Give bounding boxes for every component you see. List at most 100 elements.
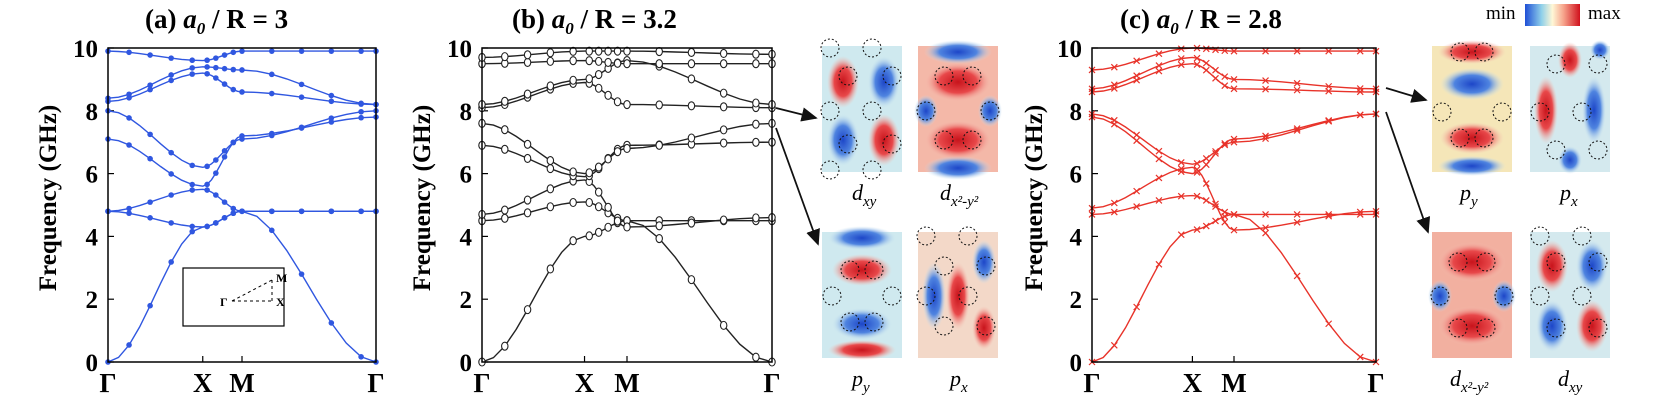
panel-c-data-point	[1230, 226, 1238, 234]
panel-b-data-point	[501, 144, 509, 154]
panel-b-data-point	[501, 96, 509, 106]
mode-image-c-dxy	[1530, 226, 1610, 358]
panel-b-data-point	[687, 47, 696, 57]
panel-a-band-line	[107, 110, 377, 169]
panel-c-x-tick-label: M	[1221, 368, 1246, 398]
panel-a-data-point	[126, 210, 132, 217]
panel-c-data-point	[1221, 82, 1229, 90]
mode-image-c-px	[1530, 40, 1610, 174]
mode-label-b-dx2y2: dx²-y²	[940, 180, 979, 210]
panel-b-data-point	[585, 46, 594, 56]
panel-c-data-point	[1155, 62, 1163, 69]
panel-a-data-point	[230, 49, 237, 56]
panel-a-data-point	[204, 187, 210, 193]
panel-c-data-point	[1230, 135, 1238, 143]
panel-b-data-point	[623, 143, 631, 154]
panel-a-data-point	[239, 67, 245, 73]
panel-c-data-point	[1193, 54, 1201, 62]
panel-a-data-point	[358, 108, 364, 115]
mode-image-b-px	[916, 226, 998, 358]
panel-c-data-point	[1325, 47, 1333, 55]
panel-a-x-tick-label: Γ	[99, 368, 116, 398]
panel-b-data-point	[594, 227, 603, 237]
panel-a-data-point	[328, 320, 335, 326]
panel-c-data-point	[1177, 159, 1185, 166]
panel-a-data-point	[358, 48, 364, 54]
panel-b-data-point	[604, 202, 612, 212]
panel-a-data-point	[189, 162, 196, 169]
panel-a-data-point	[168, 77, 174, 84]
panel-a-data-point	[358, 208, 364, 215]
panel-b-x-tick-label: M	[614, 368, 639, 398]
panel-b-x-tick-label: Γ	[763, 368, 780, 398]
panel-a-data-point	[126, 91, 132, 98]
arrow-c-upper	[1385, 87, 1428, 103]
panel-b-data-point	[655, 59, 663, 69]
panel-a-data-point	[239, 48, 245, 54]
panel-b-data-point	[501, 205, 509, 215]
panel-c-data-point	[1193, 160, 1201, 167]
panel-c-x-tick-label: Γ	[1083, 368, 1100, 398]
arrow-b-upper	[775, 107, 818, 122]
panel-a-data-point	[239, 136, 245, 142]
panel-b-data-point	[594, 187, 603, 197]
panel-c-data-point	[1202, 197, 1210, 204]
inset-label-m: M	[276, 271, 287, 285]
panel-b-frame	[481, 47, 773, 363]
panel-a-data-point	[213, 192, 219, 198]
panel-c-y-tick-label: 0	[1070, 350, 1083, 377]
panel-b-data-point	[523, 139, 532, 149]
panel-c-data-point	[1262, 85, 1269, 93]
panel-c-data-point	[1221, 208, 1229, 216]
panel-c-data-point	[1202, 66, 1210, 74]
panel-a-data-point	[189, 181, 196, 188]
panel-a-x-tick-label: M	[229, 368, 254, 398]
panel-c-data-point	[1325, 212, 1333, 220]
panel-b-data-point	[546, 164, 555, 174]
panel-c-y-tick-label: 6	[1070, 162, 1083, 189]
panel-b-data-point	[613, 46, 622, 56]
panel-b-data-point	[569, 167, 577, 177]
panel-a-data-point	[298, 81, 305, 88]
panel-c-data-point	[1110, 63, 1118, 71]
panel-b-data-point	[719, 88, 728, 98]
panel-a-data-point	[358, 100, 364, 107]
panel-c-data-point	[1356, 208, 1364, 216]
panel-a-data-point	[147, 82, 153, 88]
panel-a-y-tick-label: 10	[73, 36, 98, 63]
panel-a-data-point	[328, 98, 335, 105]
panel-a-data-point	[268, 132, 275, 139]
inset-line-gm	[231, 279, 273, 302]
panel-b-data-point	[569, 56, 577, 66]
panel-a-data-point	[328, 119, 335, 125]
panel-c-data-point	[1202, 161, 1210, 169]
panel-b-data-point	[594, 202, 603, 212]
panel-b-data-point	[623, 59, 631, 69]
inset-box	[182, 267, 285, 327]
panel-b-data-point	[585, 168, 594, 178]
panel-a-data-point	[268, 208, 275, 215]
panel-a-data-point	[213, 64, 219, 71]
inset-label-gamma: Γ	[220, 295, 228, 309]
panel-a-data-point	[298, 124, 305, 131]
panel-c-data-point	[1155, 147, 1163, 155]
mode-label-b-dxy: dxy	[852, 180, 877, 210]
panel-c-data-point	[1155, 197, 1163, 204]
mode-label-c-dxy: dxy	[1558, 366, 1583, 396]
panel-b-data-point	[594, 46, 603, 56]
panel-a-frame	[107, 47, 377, 363]
panel-a-data-point	[168, 72, 174, 78]
panel-b-band-line	[481, 179, 773, 228]
panel-c-data-point	[1155, 155, 1163, 163]
panel-c-x-tick-label: Γ	[1367, 368, 1384, 398]
panel-b-data-point	[687, 133, 696, 143]
panel-b-data-point	[623, 222, 631, 232]
panel-a-data-point	[147, 86, 153, 93]
panel-c-data-point	[1356, 85, 1364, 92]
panel-a-data-point	[298, 48, 305, 54]
panel-a-data-point	[189, 187, 196, 193]
panel-c-data-point	[1212, 200, 1219, 208]
panel-a-data-point	[213, 55, 219, 61]
panel-c-data-point	[1212, 150, 1219, 157]
